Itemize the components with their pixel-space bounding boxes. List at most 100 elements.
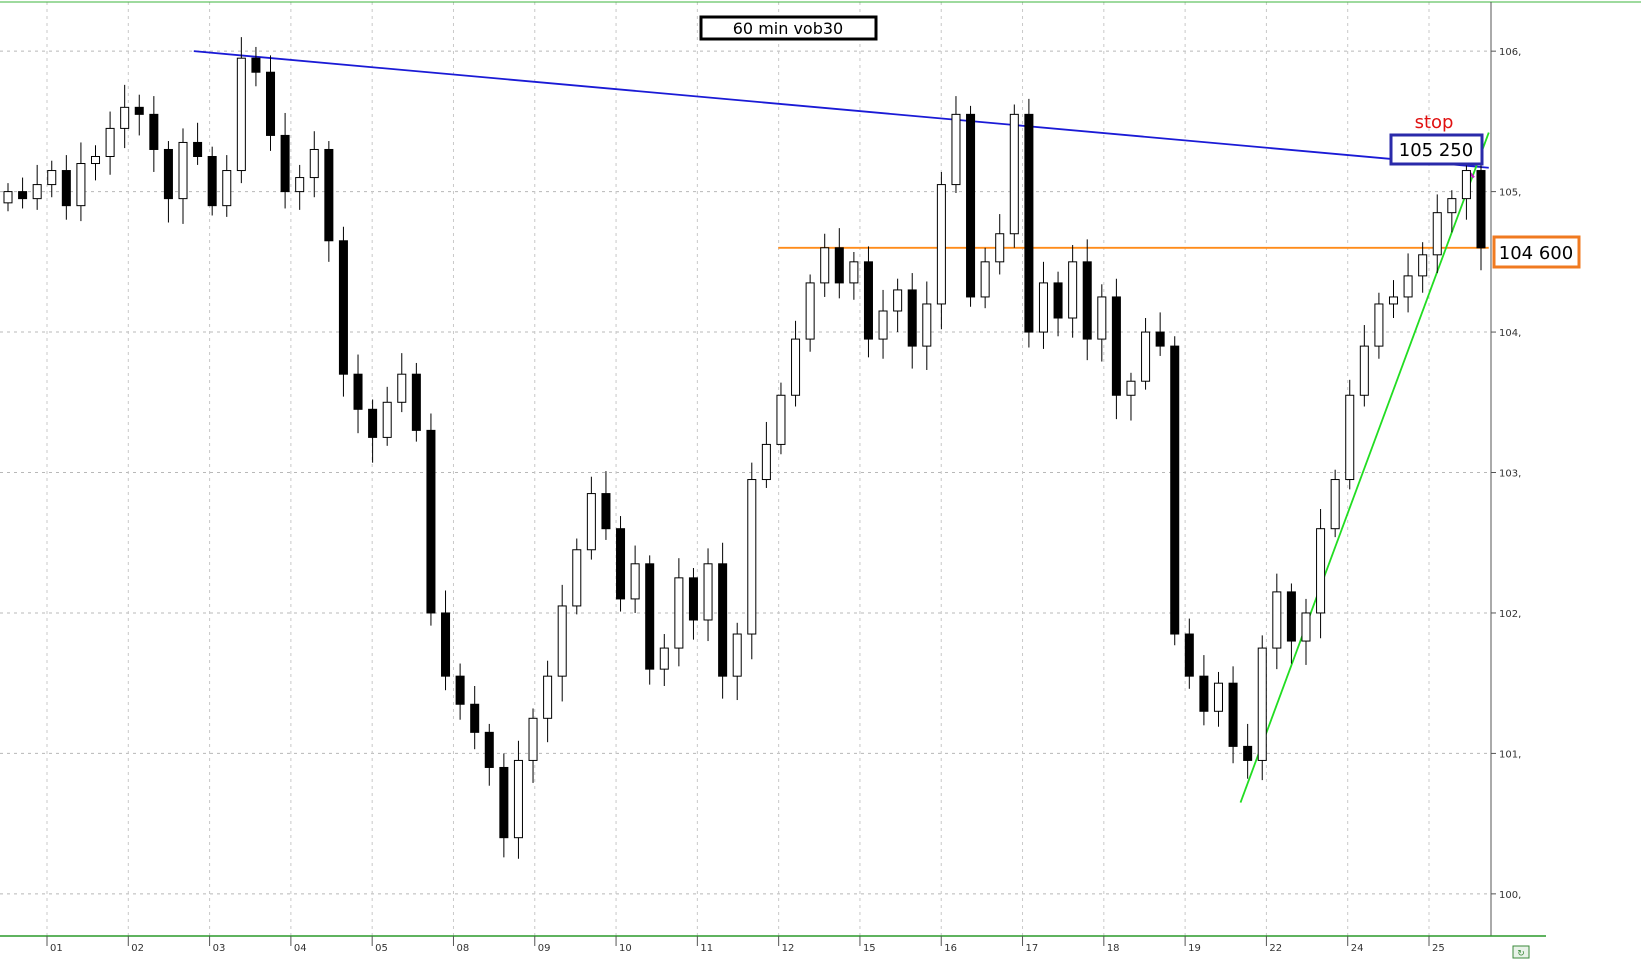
candle-body (1476, 170, 1486, 249)
candle (441, 590, 451, 691)
stop-label: stop (1415, 112, 1454, 133)
candle (820, 233, 830, 297)
x-tick-label: 11 (700, 943, 713, 954)
candle-body (61, 170, 71, 207)
candle-body (499, 766, 509, 839)
candle (1418, 242, 1428, 293)
scroll-corner-icon[interactable]: ↻ (1512, 945, 1530, 959)
candle-body (1461, 170, 1471, 200)
candle-body (513, 759, 523, 839)
candle-body (134, 106, 144, 115)
candle (1024, 98, 1034, 348)
candle-body (90, 155, 101, 165)
candle (280, 112, 290, 209)
candle (353, 354, 363, 434)
candle (1068, 244, 1078, 338)
x-tick-label: 10 (619, 943, 632, 954)
candle-body (1432, 212, 1442, 256)
candle-body (1345, 394, 1355, 481)
candle-body (1257, 647, 1267, 761)
candle (266, 55, 276, 151)
candle-body (426, 429, 436, 614)
candle (528, 708, 538, 783)
candle (586, 476, 596, 560)
candle-body (1272, 591, 1282, 649)
candle (178, 128, 188, 224)
candle (1286, 583, 1296, 664)
candle (1447, 190, 1457, 233)
y-tick-label: 100, (1499, 890, 1521, 901)
x-tick-label: 02 (131, 943, 144, 954)
candle-body (236, 57, 246, 172)
x-tick-label: 01 (50, 943, 63, 954)
candle (674, 558, 684, 667)
candle (426, 413, 436, 626)
x-tick-label: 04 (294, 943, 307, 954)
candle (470, 685, 480, 750)
candle (907, 273, 917, 369)
candle (659, 634, 669, 686)
candle (1111, 278, 1121, 420)
candle-body (1359, 345, 1369, 396)
candle-body (397, 373, 407, 403)
candle-body (776, 394, 786, 445)
candles (3, 37, 1486, 859)
candle (1155, 312, 1165, 356)
candle (397, 353, 407, 413)
candle (995, 214, 1005, 275)
candle-body (893, 289, 903, 312)
candle (1461, 156, 1471, 220)
candle-body (791, 338, 801, 396)
candle (1345, 379, 1355, 490)
candle-body (163, 148, 173, 200)
candle-body (441, 612, 451, 677)
candle (732, 622, 742, 701)
candle (61, 155, 71, 220)
candle-body (411, 373, 421, 431)
y-tick-label: 101, (1499, 749, 1521, 760)
candle-body (1068, 261, 1078, 319)
candle (1126, 372, 1136, 421)
x-tick-label: 17 (1026, 943, 1039, 954)
candle (193, 122, 203, 165)
candle (776, 382, 786, 455)
candle (90, 145, 101, 181)
candle-body (936, 184, 946, 305)
candle-body (761, 443, 771, 481)
candle-body (1141, 331, 1151, 382)
candle (382, 386, 392, 446)
candle-body (1403, 275, 1413, 298)
candle (455, 663, 465, 720)
candle-body (543, 675, 553, 719)
candle-body (178, 141, 188, 200)
candle-body (878, 310, 888, 340)
candle (1082, 239, 1092, 361)
candle-body (266, 71, 276, 136)
candle-body (1024, 113, 1034, 333)
candle (295, 164, 305, 210)
candle (601, 471, 611, 540)
candle-body (1330, 479, 1340, 530)
y-tick-label: 106, (1499, 47, 1521, 58)
candle-body (222, 170, 232, 207)
candle-body (324, 148, 334, 242)
candle (1388, 280, 1399, 319)
candle-body (149, 113, 159, 150)
candle (1374, 292, 1384, 359)
candle (120, 84, 130, 149)
candle-body (207, 155, 217, 207)
candle-body (805, 282, 815, 340)
x-tick-label: 16 (944, 943, 957, 954)
candle-body (1301, 612, 1311, 642)
candle (980, 247, 990, 309)
candle (105, 111, 115, 175)
candle-body (368, 408, 378, 438)
candle (163, 141, 173, 223)
candle (572, 538, 582, 615)
candle (863, 246, 873, 358)
candle (1170, 336, 1180, 646)
candle-body (645, 563, 655, 670)
candle-body (1184, 633, 1194, 677)
candle (1316, 509, 1326, 639)
candle-body (1228, 682, 1238, 747)
